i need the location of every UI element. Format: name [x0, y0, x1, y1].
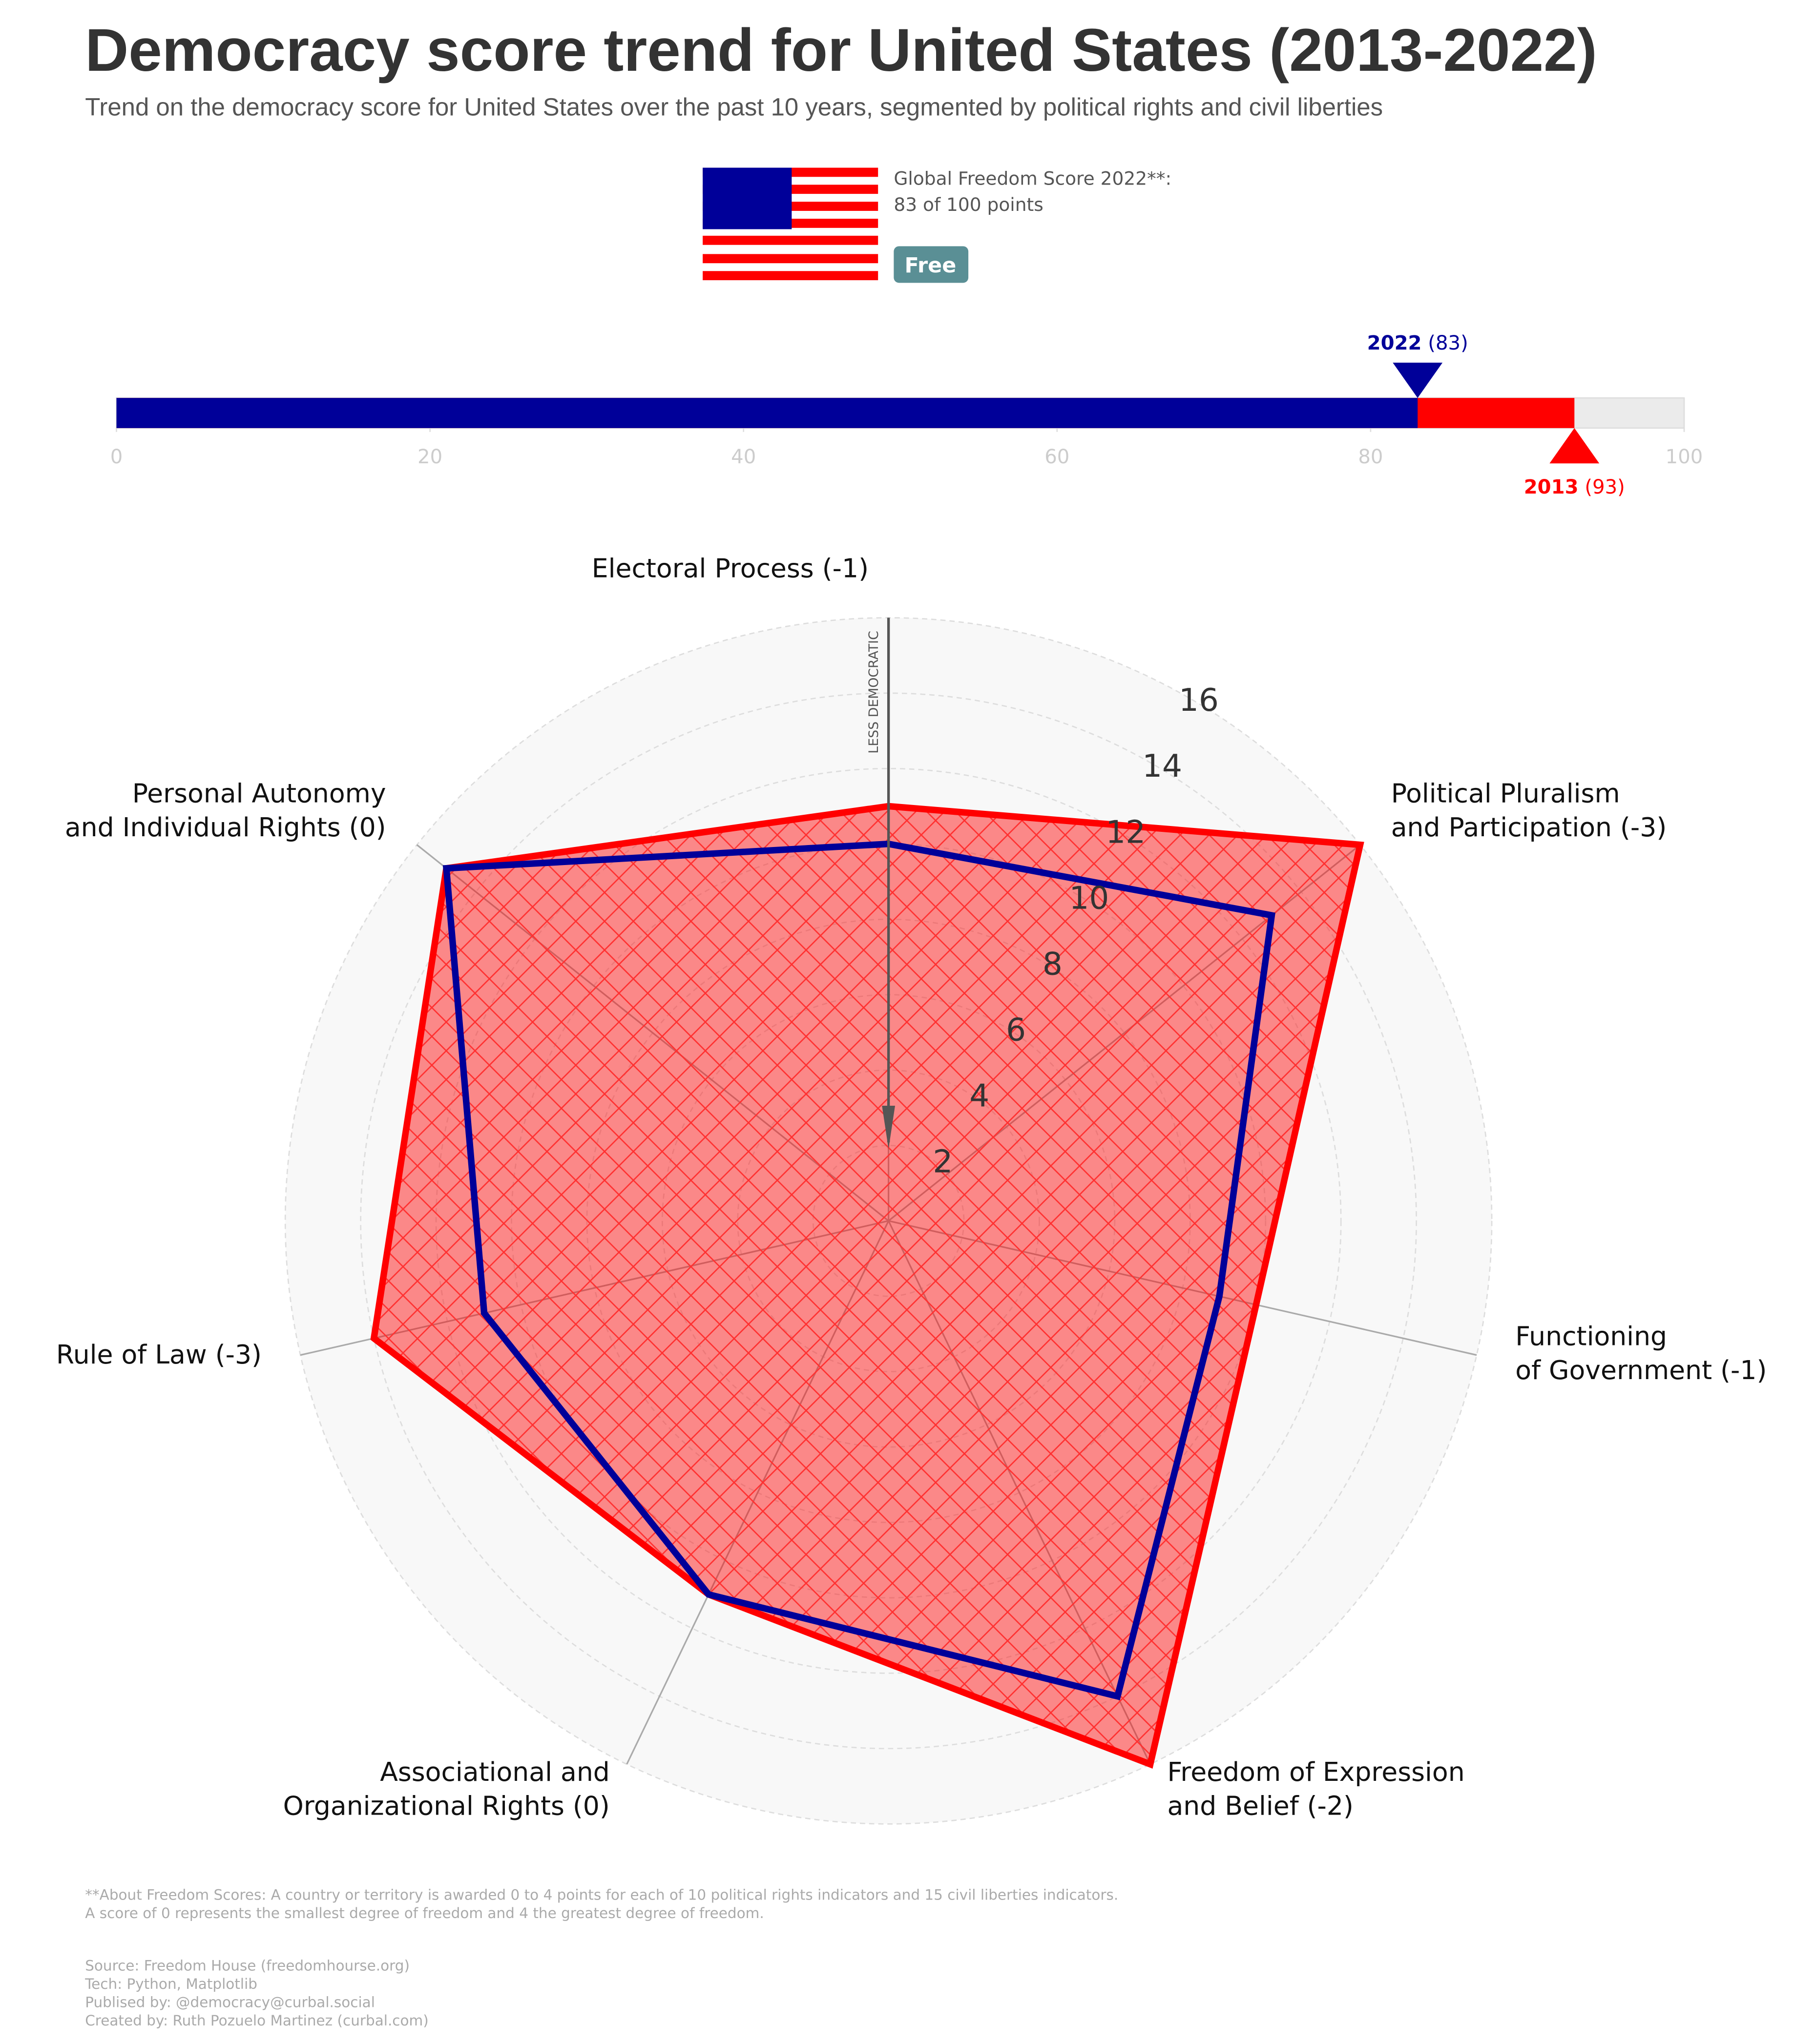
credit: Tech: Python, Matplotlib	[84, 1976, 257, 1992]
gauge: 0 20 40 60 80 100 2022 (83) 2013 (93)	[110, 332, 1703, 498]
category-label: and Participation (-3)	[1391, 812, 1667, 843]
x-tick-label: 60	[1044, 446, 1069, 468]
radar-outline	[442, 840, 1275, 1700]
score-label: Global Freedom Score 2022**:	[894, 167, 1171, 189]
r-tick-label: 16	[1179, 682, 1219, 719]
r-tick-label: 6	[1006, 1012, 1026, 1048]
x-tick-label: 20	[417, 446, 442, 468]
arrow-head	[882, 1106, 896, 1149]
score-text: 83 of 100 points	[894, 194, 1043, 215]
marker-year: 2022	[1367, 332, 1422, 354]
r-tick-label: 12	[1106, 814, 1146, 850]
radar-outline	[370, 803, 1364, 1769]
marker	[1393, 362, 1443, 398]
category-label: and Individual Rights (0)	[65, 812, 386, 843]
annotation: LESS DEMOCRATIC	[866, 631, 881, 754]
marker-value: (83)	[1428, 332, 1468, 354]
x-tick-label: 80	[1358, 446, 1383, 468]
marker-label: 2013 (93)	[1524, 476, 1625, 498]
note: **About Freedom Scores: A country or ter…	[85, 1887, 1118, 1903]
category-label: and Belief (-2)	[1167, 1791, 1353, 1821]
credit: Created by: Ruth Pozuelo Martinez (curba…	[85, 2012, 429, 2029]
category-label: Associational and	[380, 1756, 610, 1787]
x-tick-label: 0	[110, 446, 123, 468]
r-tick-label: 10	[1069, 880, 1109, 916]
title: Democracy score trend for United States …	[85, 17, 1597, 84]
x-tick-label: 40	[731, 446, 756, 468]
category-label: Rule of Law (-3)	[56, 1339, 262, 1370]
category-label: Personal Autonomy	[132, 778, 386, 808]
r-tick-label: 2	[933, 1144, 953, 1180]
r-tick-label: 8	[1043, 946, 1063, 982]
subtitle: Trend on the democracy score for United …	[85, 93, 1383, 121]
marker-year: 2013	[1524, 476, 1579, 498]
r-tick-label: 14	[1142, 748, 1182, 785]
credit: Source: Freedom House (freedomhourse.org…	[85, 1957, 410, 1974]
note: A score of 0 represents the smallest deg…	[85, 1905, 764, 1921]
x-tick-label: 100	[1666, 446, 1703, 468]
category-label: of Government (-1)	[1515, 1355, 1767, 1385]
marker	[1549, 428, 1600, 464]
category-label: Electoral Process (-1)	[592, 553, 869, 583]
flag	[703, 167, 878, 283]
r-tick-label: 4	[969, 1078, 989, 1115]
bar	[116, 398, 1418, 428]
category-label: Political Pluralism	[1391, 778, 1620, 808]
category-label: Functioning	[1515, 1321, 1667, 1351]
marker-label: 2022 (83)	[1367, 332, 1468, 354]
status-badge	[894, 246, 969, 283]
category-label: Organizational Rights (0)	[283, 1791, 610, 1821]
status: Free	[904, 253, 956, 278]
category-label: Freedom of Expression	[1167, 1756, 1464, 1787]
credit: Publised by: @democracy@curbal.social	[85, 1994, 375, 2010]
marker-value: (93)	[1585, 476, 1625, 498]
